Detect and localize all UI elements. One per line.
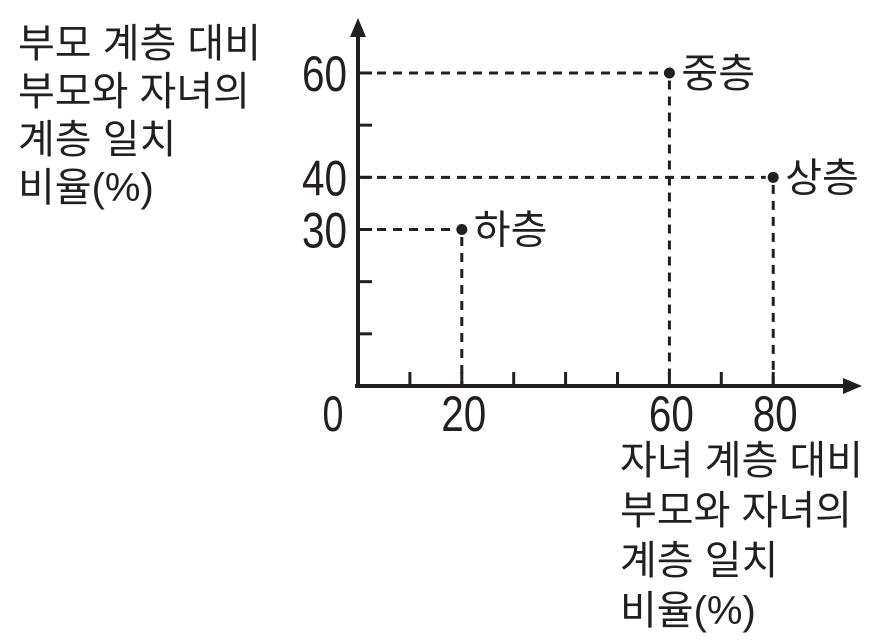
data-point-marker-0 bbox=[456, 223, 468, 235]
y-axis-title-line-1: 부모 계층 대비 bbox=[18, 22, 262, 66]
data-point-label-0: 하층 bbox=[474, 208, 548, 252]
x-axis-title: 자녀 계층 대비 부모와 자녀의 계층 일치 비율(%) bbox=[620, 436, 863, 636]
x-axis-title-line-4: 비율(%) bbox=[620, 589, 756, 633]
y-tick-label-60: 60 bbox=[302, 46, 347, 102]
y-axis-title-line-2: 부모와 자녀의 bbox=[18, 70, 250, 114]
y-axis-title-line-4: 비율(%) bbox=[18, 166, 154, 210]
y-axis-title: 부모 계층 대비 부모와 자녀의 계층 일치 비율(%) bbox=[18, 20, 261, 212]
data-point-label-1: 중층 bbox=[681, 52, 755, 96]
y-axis-arrow-icon bbox=[350, 18, 366, 37]
y-tick-label-40: 40 bbox=[302, 150, 347, 206]
x-axis-title-line-1: 자녀 계층 대비 bbox=[620, 439, 864, 483]
y-tick-label-30: 30 bbox=[302, 202, 347, 258]
y-axis-title-line-3: 계층 일치 bbox=[18, 118, 177, 162]
x-tick-label-20: 20 bbox=[441, 386, 486, 442]
x-tick-label-80: 80 bbox=[753, 386, 798, 442]
data-point-marker-2 bbox=[767, 171, 779, 183]
x-axis-title-line-2: 부모와 자녀의 bbox=[620, 489, 852, 533]
x-tick-label-60: 60 bbox=[649, 386, 694, 442]
data-point-label-2: 상층 bbox=[785, 156, 859, 200]
origin-label: 0 bbox=[323, 386, 344, 442]
x-axis-title-line-3: 계층 일치 bbox=[620, 539, 779, 583]
data-point-marker-1 bbox=[663, 67, 675, 79]
x-axis-arrow-icon bbox=[843, 378, 862, 394]
